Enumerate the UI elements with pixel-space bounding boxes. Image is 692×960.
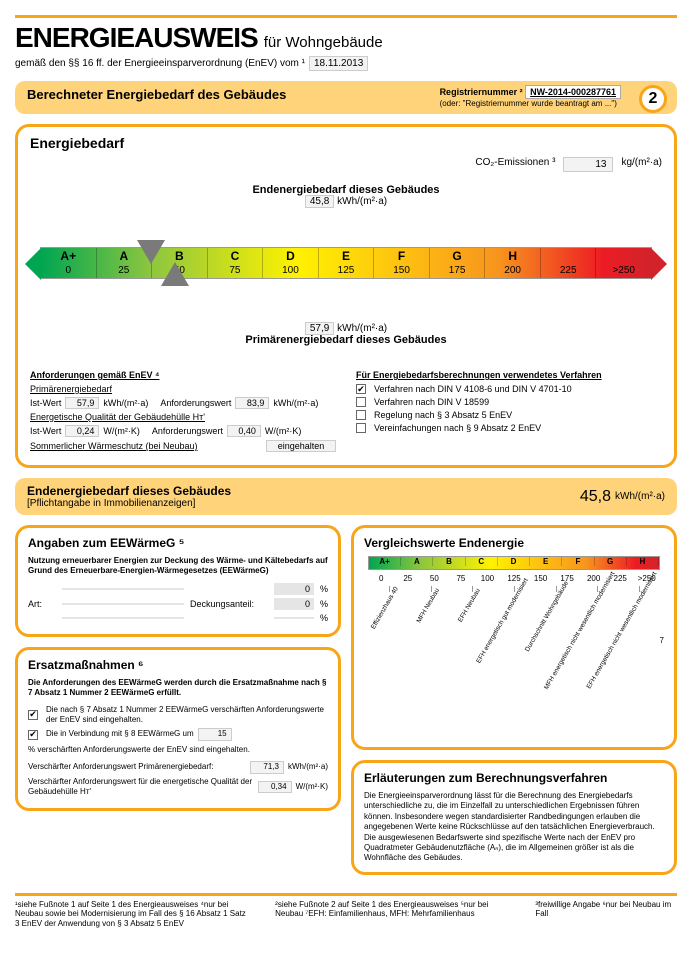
checkbox-icon bbox=[356, 397, 366, 407]
regulation-date: 18.11.2013 bbox=[309, 56, 368, 71]
doc-title: ENERGIEAUSWEIS bbox=[15, 22, 258, 54]
section-header: Berechneter Energiebedarf des Gebäudes bbox=[27, 87, 286, 102]
unit: W/(m²·K) bbox=[296, 782, 328, 792]
ist-label: Ist-Wert bbox=[30, 426, 61, 436]
footnote-col3: ³freiwillige Angabe ⁶nur bei Neubau im F… bbox=[535, 900, 677, 929]
ist-label: Ist-Wert bbox=[30, 398, 61, 408]
anf-prim-value: 83,9 bbox=[235, 397, 269, 409]
unit: kWh/(m²·a) bbox=[273, 398, 318, 408]
doc-subtitle: für Wohngebäude bbox=[264, 34, 383, 51]
eew-val2: 0 bbox=[274, 598, 314, 610]
ist-hull-value: 0,24 bbox=[65, 425, 99, 437]
prim-unit: kWh/(m²·a) bbox=[337, 323, 387, 334]
unit: kWh/(m²·a) bbox=[288, 762, 328, 772]
verfahren-item: Verfahren nach DIN V 18599 bbox=[374, 397, 489, 407]
checkbox-icon bbox=[356, 410, 366, 420]
eew-title: Angaben zum EEWärmeG ⁵ bbox=[28, 536, 328, 550]
v-hull-label: Verschärfter Anforderungswert für die en… bbox=[28, 777, 254, 798]
reg-label: Registriernummer ² bbox=[440, 87, 523, 97]
req-title: Anforderungen gemäß EnEV ⁴ bbox=[30, 370, 336, 380]
eew-desc: Nutzung erneuerbarer Energien zur Deckun… bbox=[28, 556, 328, 577]
deck-label: Deckungsanteil: bbox=[190, 599, 268, 609]
pct: % bbox=[320, 613, 328, 623]
erlauter-title: Erläuterungen zum Berechnungsverfahren bbox=[364, 771, 664, 785]
eew-val1: 0 bbox=[274, 583, 314, 595]
strip-value: 45,8 bbox=[580, 488, 611, 506]
checkbox-icon: ✔ bbox=[28, 730, 38, 740]
comparison-gauge: A+ABCDEFGH bbox=[368, 556, 660, 570]
pct: % bbox=[320, 584, 328, 594]
end-label: Endenergiebedarf dieses Gebäudes bbox=[30, 184, 662, 196]
strip-subtitle: [Pflichtangabe in Immobilienanzeigen] bbox=[27, 498, 231, 509]
verfahren-item: Vereinfachungen nach § 9 Absatz 2 EnEV bbox=[374, 423, 541, 433]
anf-hull-value: 0,40 bbox=[227, 425, 261, 437]
ersatz-title: Ersatzmaßnahmen ⁶ bbox=[28, 658, 328, 672]
energiebedarf-title: Energiebedarf bbox=[30, 135, 662, 151]
footnote-col2: ²siehe Fußnote 2 auf Seite 1 des Energie… bbox=[275, 900, 511, 929]
checkbox-icon: ✔ bbox=[356, 384, 366, 394]
strip-unit: kWh/(m²·a) bbox=[615, 491, 665, 502]
co2-value: 13 bbox=[563, 157, 613, 172]
strip-title: Endenergiebedarf dieses Gebäudes bbox=[27, 484, 231, 498]
unit: W/(m²·K) bbox=[103, 426, 139, 436]
ersatz-c2-value: 15 bbox=[198, 728, 232, 740]
regulation-text: gemäß den §§ 16 ff. der Energieeinsparve… bbox=[15, 58, 305, 69]
page-number: 2 bbox=[639, 85, 667, 113]
sommer-value: eingehalten bbox=[266, 440, 336, 452]
footnote-col1: ¹siehe Fußnote 1 auf Seite 1 des Energie… bbox=[15, 900, 251, 929]
end-unit: kWh/(m²·a) bbox=[337, 196, 387, 207]
anf-label: Anforderungswert bbox=[160, 398, 231, 408]
vergleich-title: Vergleichswerte Endenergie bbox=[364, 536, 664, 550]
ersatz-c2b: % verschärften Anforderungswerte der EnE… bbox=[28, 745, 250, 755]
ersatz-c2a: Die in Verbindung mit § 8 EEWärmeG um bbox=[46, 729, 194, 739]
verfahren-title: Für Energiebedarfsberechnungen verwendet… bbox=[356, 370, 662, 380]
ersatz-desc: Die Anforderungen des EEWärmeG werden du… bbox=[28, 678, 328, 699]
unit: kWh/(m²·a) bbox=[103, 398, 148, 408]
reg-value: NW-2014-000287761 bbox=[525, 85, 621, 99]
ist-prim-value: 57,9 bbox=[65, 397, 99, 409]
reg-alt: (oder: "Registriernummer wurde beantragt… bbox=[440, 99, 621, 108]
v-hull-value: 0,34 bbox=[258, 781, 292, 793]
end-value: 45,8 bbox=[305, 195, 334, 208]
verfahren-item: Verfahren nach DIN V 4108-6 und DIN V 47… bbox=[374, 384, 572, 394]
checkbox-icon bbox=[356, 423, 366, 433]
checkbox-icon: ✔ bbox=[28, 710, 38, 720]
prim-label: Primärenergiebedarf dieses Gebäudes bbox=[30, 334, 662, 346]
v-prim-label: Verschärfter Anforderungswert Primärener… bbox=[28, 762, 246, 772]
pct: % bbox=[320, 599, 328, 609]
energy-gauge: A+0A25B50C75D100E125F150G175H200 225 >25… bbox=[40, 247, 652, 279]
art-label: Art: bbox=[28, 599, 56, 609]
anf-label: Anforderungswert bbox=[152, 426, 223, 436]
co2-unit: kg/(m²·a) bbox=[621, 157, 662, 172]
erlauter-text: Die Energieeinsparverordnung lässt für d… bbox=[364, 791, 664, 864]
unit: W/(m²·K) bbox=[265, 426, 301, 436]
v-prim-value: 71,3 bbox=[250, 761, 284, 773]
ersatz-c1: Die nach § 7 Absatz 1 Nummer 2 EEWärmeG … bbox=[46, 705, 328, 726]
co2-label: CO₂-Emissionen ³ bbox=[475, 157, 555, 172]
sommer-label: Sommerlicher Wärmeschutz (bei Neubau) bbox=[30, 441, 198, 451]
hull-label: Energetische Qualität der Gebäudehülle H… bbox=[30, 412, 205, 422]
prim-bedarf-label: Primärenergiebedarf bbox=[30, 384, 112, 394]
verfahren-item: Regelung nach § 3 Absatz 5 EnEV bbox=[374, 410, 512, 420]
